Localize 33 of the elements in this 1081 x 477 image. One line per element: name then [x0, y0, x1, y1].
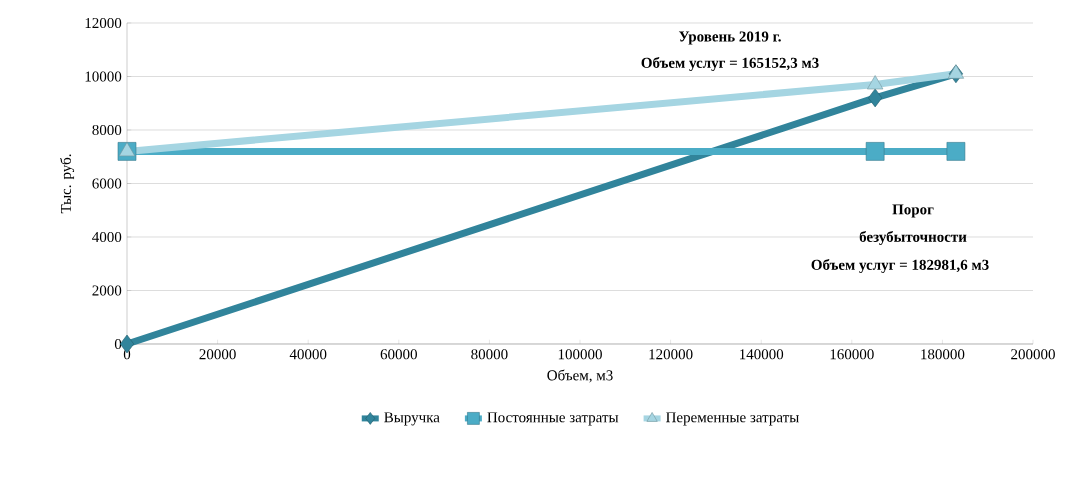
x-tick-label: 100000: [558, 349, 602, 360]
y-tick-label: 0: [114, 338, 122, 350]
x-tick-label: 60000: [380, 349, 417, 360]
legend-label: Постоянные затраты: [487, 412, 619, 426]
y-tick-label: 10000: [85, 71, 122, 82]
y-tick-label: 2000: [92, 285, 122, 296]
x-tick-label: 40000: [289, 349, 327, 360]
point: [865, 142, 885, 161]
point: [867, 75, 884, 90]
annotation: Объем услуг = 182981,6 м3: [811, 259, 989, 273]
point: [946, 142, 966, 161]
x-tick-label: 80000: [471, 349, 508, 360]
x-tick-label: 200000: [1011, 349, 1055, 360]
x-axis-title: Объем, м3: [547, 369, 613, 383]
x-tick-label: 180000: [921, 349, 965, 360]
point: [118, 142, 136, 157]
y-tick-label: 8000: [92, 124, 122, 136]
annotation: Уровень 2019 г.: [678, 31, 781, 45]
x-tick-label: 120000: [649, 349, 693, 360]
legend-label: Переменные затраты: [666, 412, 799, 426]
point: [868, 88, 883, 108]
x-tick-label: 140000: [740, 349, 784, 360]
y-axis-title: Тыс. руб.: [60, 154, 75, 214]
y-tick-label: 6000: [92, 178, 122, 189]
y-tick-label: 12000: [85, 17, 122, 29]
annotation: Порог: [892, 204, 934, 218]
x-tick-label: 160000: [830, 349, 874, 360]
point: [947, 64, 965, 79]
x-tick-label: 20000: [199, 349, 236, 360]
legend-label: Выручка: [384, 412, 440, 426]
annotation: Объем услуг = 165152,3 м3: [641, 57, 819, 71]
y-tick-label: 4000: [92, 231, 122, 243]
annotation: безубыточности: [859, 231, 967, 245]
